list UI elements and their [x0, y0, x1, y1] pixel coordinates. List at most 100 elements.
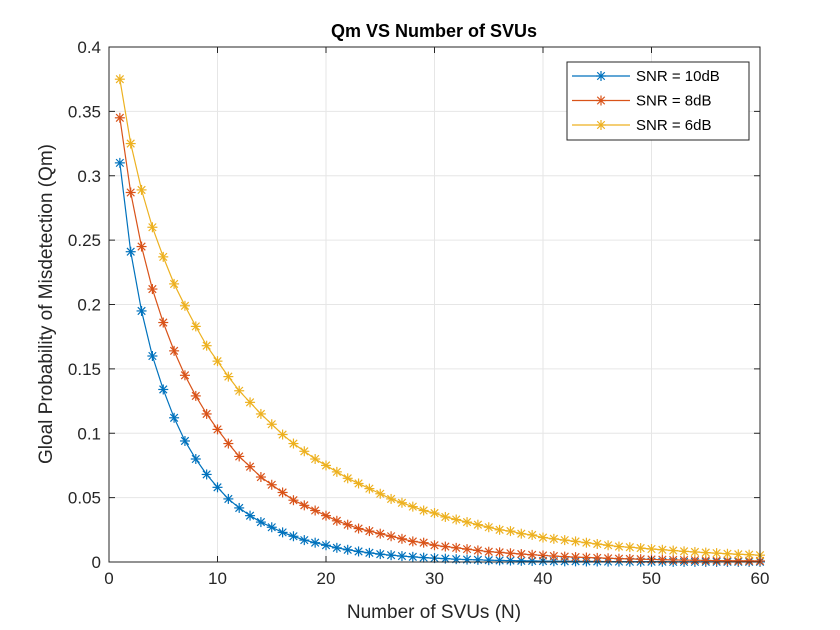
series-2-point	[462, 544, 473, 555]
series-3-point	[592, 538, 603, 549]
series-2-point	[158, 317, 169, 328]
series-1-point	[223, 493, 234, 504]
series-1-point	[299, 535, 310, 546]
series-2-point	[429, 540, 440, 551]
y-tick-label: 0	[92, 553, 101, 572]
series-3-point	[494, 524, 505, 535]
series-1-point	[136, 305, 147, 316]
legend-label: SNR = 8dB	[636, 93, 711, 110]
series-3-point	[321, 460, 331, 471]
chart-title: Qm VS Number of SVUs	[331, 21, 537, 41]
series-3-point	[429, 508, 440, 519]
series-2-point	[212, 424, 223, 435]
legend-entry: SNR = 6dB	[572, 117, 711, 134]
legend-marker	[596, 120, 606, 130]
x-tick-label: 20	[317, 569, 336, 588]
series-2-point	[223, 438, 234, 449]
y-tick-label: 0.35	[68, 102, 101, 121]
series-3-point	[364, 483, 375, 494]
series-3	[114, 74, 765, 561]
series-3-point	[635, 543, 646, 554]
series-1-point	[169, 412, 180, 423]
series-3-point	[266, 419, 277, 430]
y-tick-label: 0.15	[68, 360, 101, 379]
series-2-point	[689, 555, 700, 566]
series-1-point	[125, 246, 136, 257]
series-3-point	[190, 321, 201, 332]
series-3-point	[711, 548, 722, 559]
series-1-point	[418, 552, 429, 563]
series-3-point	[114, 74, 125, 85]
x-tick-label: 50	[642, 569, 661, 588]
series-3-point	[668, 545, 679, 556]
series-2-point	[179, 370, 190, 381]
series-3-point	[179, 300, 190, 311]
legend-entry: SNR = 8dB	[572, 93, 711, 110]
series-1-point	[277, 527, 288, 538]
x-tick-label: 40	[534, 569, 553, 588]
series-2-point	[321, 510, 331, 521]
series-2-point	[559, 551, 570, 562]
y-axis-label: Gloal Probability of Misdetection (Qm)	[36, 144, 57, 464]
series-1-point	[245, 510, 256, 521]
series-3-point	[646, 543, 657, 554]
y-tick-label: 0.1	[77, 424, 101, 443]
y-tick-label: 0.05	[68, 489, 101, 508]
series-2-point	[407, 536, 418, 547]
series-3-point	[679, 546, 690, 557]
series-3-point	[353, 478, 364, 489]
series-2-point	[505, 548, 516, 559]
y-tick-label: 0.25	[68, 231, 101, 250]
series-3-point	[624, 542, 635, 553]
series-2	[114, 112, 765, 566]
series-2-point	[299, 500, 310, 511]
series-3-point	[223, 371, 234, 382]
series-2-point	[190, 390, 201, 401]
series-2-point	[548, 551, 559, 562]
series-1-point	[375, 549, 386, 560]
series-3-point	[516, 528, 527, 539]
series-2-point	[255, 472, 266, 483]
series-1-point	[494, 555, 505, 566]
series-1-point	[266, 522, 277, 533]
series-1-point	[190, 454, 201, 464]
series-2-point	[722, 555, 733, 566]
series-3-point	[657, 544, 668, 555]
series-1-point	[483, 555, 494, 566]
series-2-point	[451, 542, 462, 553]
series-2-point	[516, 549, 527, 560]
series-3-point	[538, 532, 548, 543]
series-3-point	[559, 535, 570, 546]
series-3-point	[548, 533, 559, 544]
legend: SNR = 10dB SNR = 8dB SNR = 6dB	[566, 61, 750, 141]
series-2-point	[266, 479, 277, 490]
series-1-point	[288, 531, 299, 542]
series-1-point	[407, 551, 418, 562]
series-1-point	[331, 542, 342, 553]
series-3-point	[581, 537, 592, 548]
series-2-point	[114, 112, 125, 123]
series-3-point	[169, 278, 180, 289]
series-2-point	[234, 451, 245, 462]
series-2-point	[527, 549, 538, 560]
series-3-point	[440, 511, 451, 522]
series-3-point	[310, 454, 321, 464]
series-3-point	[396, 497, 407, 508]
series-2-point	[277, 487, 288, 498]
series-2-point	[136, 241, 147, 252]
series-3-point	[570, 536, 581, 547]
series-1-point	[451, 554, 462, 565]
series-1-point	[472, 554, 483, 565]
series-2-point	[396, 533, 407, 544]
x-tick-label: 10	[208, 569, 227, 588]
legend-entries: SNR = 10dB SNR = 8dB SNR = 6dB	[572, 68, 720, 134]
series-2-point	[353, 523, 364, 534]
series-3-point	[331, 466, 342, 477]
series-3-point	[277, 429, 288, 440]
series-3-point	[527, 529, 538, 540]
series-2-point	[331, 515, 342, 526]
series-2-point	[440, 541, 451, 552]
series-2-point	[245, 461, 256, 472]
series-1-point	[462, 554, 473, 565]
